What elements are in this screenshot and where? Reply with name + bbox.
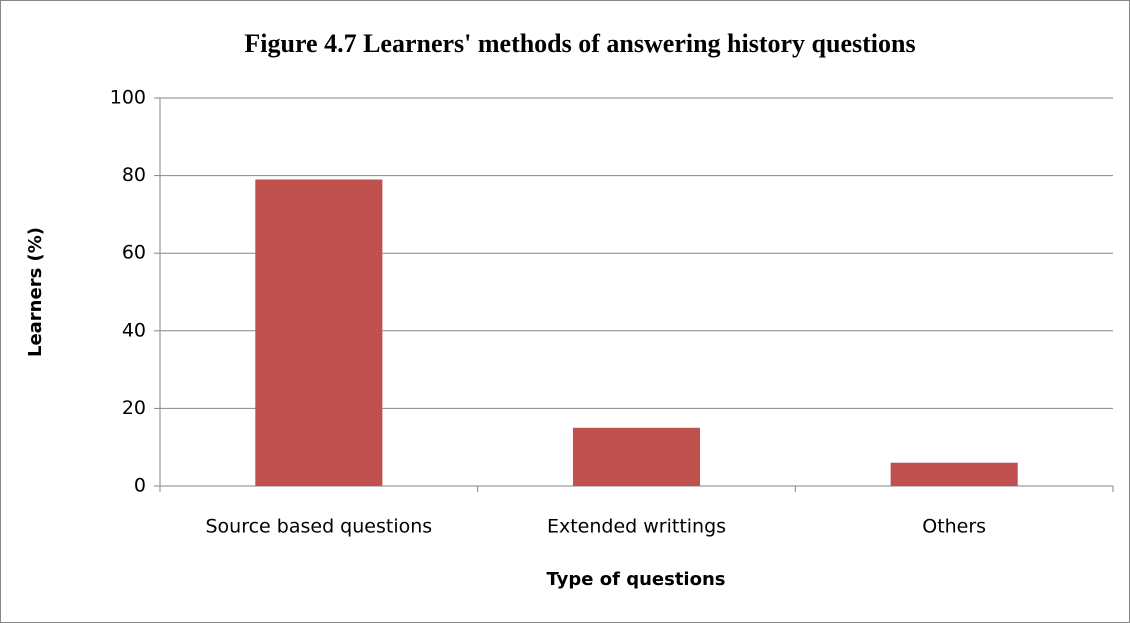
y-tick-label: 100: [110, 87, 146, 109]
x-axis-label: Type of questions: [547, 569, 726, 590]
bar: [572, 427, 701, 486]
y-axis-label: Learners (%): [25, 227, 46, 357]
x-tick-label: Extended writtings: [547, 516, 726, 538]
chart-title: Figure 4.7 Learners' methods of answerin…: [244, 29, 915, 58]
x-tick-label: Others: [922, 516, 986, 538]
x-tick-label: Source based questions: [205, 516, 432, 538]
bar: [255, 179, 383, 487]
y-tick-label: 60: [122, 242, 146, 264]
y-tick-label: 80: [122, 164, 146, 186]
bar: [890, 462, 1018, 486]
y-tick-label: 20: [122, 397, 146, 419]
y-tick-label: 0: [134, 475, 146, 497]
y-tick-label: 40: [122, 319, 146, 341]
